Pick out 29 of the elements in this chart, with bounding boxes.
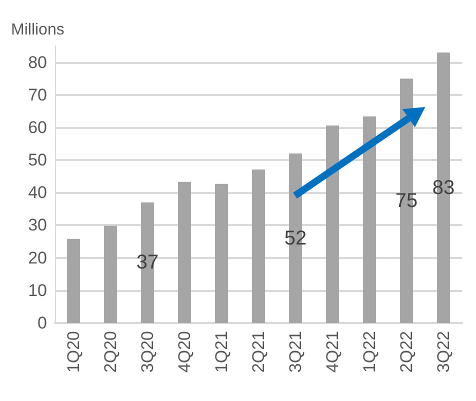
x-tick-label: 1Q22 bbox=[360, 331, 379, 373]
bar bbox=[363, 116, 376, 323]
x-tick-label: 3Q22 bbox=[434, 331, 453, 373]
data-label: 83 bbox=[432, 176, 455, 199]
x-tick-label: 2Q22 bbox=[397, 331, 416, 373]
bar bbox=[104, 226, 117, 323]
x-tick-label: 4Q20 bbox=[175, 331, 194, 373]
x-tick-label: 1Q20 bbox=[64, 331, 83, 373]
y-axis-title: Millions bbox=[11, 22, 64, 38]
y-tick-label: 30 bbox=[28, 216, 47, 235]
x-tick-label: 3Q20 bbox=[138, 331, 157, 373]
x-tick-label: 3Q21 bbox=[286, 331, 305, 373]
y-tick-label: 70 bbox=[28, 85, 47, 104]
x-tick-label: 4Q21 bbox=[323, 331, 342, 373]
bar bbox=[252, 170, 265, 323]
y-tick-label: 0 bbox=[38, 314, 47, 332]
x-tick-label: 1Q21 bbox=[212, 331, 231, 373]
x-tick-label: 2Q20 bbox=[101, 331, 120, 373]
y-tick-label: 50 bbox=[28, 150, 47, 170]
bar bbox=[215, 184, 228, 323]
y-tick-label: 10 bbox=[28, 280, 47, 300]
bar bbox=[67, 238, 80, 323]
y-tick-label: 80 bbox=[28, 52, 47, 72]
bar bbox=[326, 126, 339, 323]
bar bbox=[178, 182, 191, 323]
y-tick-label: 60 bbox=[28, 118, 47, 137]
x-tick-label: 2Q21 bbox=[249, 331, 268, 373]
y-tick-label: 40 bbox=[28, 183, 47, 202]
y-tick-label: 20 bbox=[28, 248, 47, 268]
